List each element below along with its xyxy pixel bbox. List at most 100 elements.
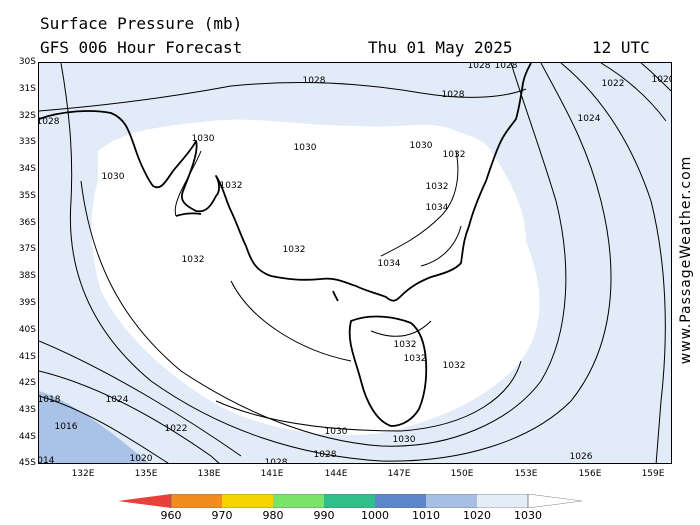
colorbar-label: 1020 xyxy=(463,509,491,522)
isobar-label: 1030 xyxy=(192,134,215,144)
isobar-label: 1016 xyxy=(55,422,78,432)
lat-label: 30S xyxy=(18,57,36,67)
lat-label: 37S xyxy=(18,244,36,254)
isobar-label: 1028 xyxy=(39,117,60,127)
colorbar-label: 1000 xyxy=(361,509,389,522)
lon-label: 153E xyxy=(514,469,538,479)
isobar-label: 1018 xyxy=(39,395,61,405)
lat-label: 32S xyxy=(18,111,36,121)
colorbar-label: 990 xyxy=(313,509,335,522)
isobar-1034 xyxy=(380,150,459,257)
isobar-label: 1020 xyxy=(652,75,672,85)
isobar-1030-sa xyxy=(174,150,202,217)
isobar-1028-north xyxy=(39,81,527,112)
lat-label: 44S xyxy=(18,432,36,442)
kangaroo-island xyxy=(175,212,202,217)
isobar-1034-inner xyxy=(420,225,462,267)
isobar-1020-sw xyxy=(39,395,169,463)
isobar-label: 1030 xyxy=(294,143,317,153)
isobar-1026 xyxy=(60,63,612,462)
isobar-label: 1028 xyxy=(303,76,326,86)
lat-label: 42S xyxy=(18,378,36,388)
lon-label: 144E xyxy=(324,469,348,479)
lat-label: 41S xyxy=(18,352,36,362)
isobar-1030-south xyxy=(215,360,522,432)
isobar-label: 1032 xyxy=(220,181,243,191)
isobar-label: 1032 xyxy=(443,361,466,371)
lon-label: 150E xyxy=(450,469,474,479)
lat-label: 31S xyxy=(18,84,36,94)
lon-label: 135E xyxy=(134,469,158,479)
colorbar-swatch xyxy=(324,494,375,508)
isobar-label: 1032 xyxy=(394,340,417,350)
lon-label: 147E xyxy=(387,469,411,479)
mainland-coast xyxy=(39,63,532,302)
isobar-1032-west xyxy=(230,280,352,362)
lat-label: 36S xyxy=(18,218,36,228)
isobar-label: 1028 xyxy=(314,450,337,460)
isobar-label: 1030 xyxy=(410,141,433,151)
isobar-label: 1026 xyxy=(570,452,593,462)
isobar-label: 1030 xyxy=(325,427,348,437)
isobar-label: 1020 xyxy=(130,454,153,464)
isobar-label: 1028 xyxy=(495,63,518,71)
colorbar-swatch xyxy=(222,494,273,508)
pressure-map: 1028 1028 1028 1028 1028 1020 1022 1024 … xyxy=(38,62,672,464)
pressure-colorbar xyxy=(118,494,582,508)
isobar-1032-tas xyxy=(370,320,432,337)
colorbar-label: 960 xyxy=(160,509,182,522)
forecast-time: 12 UTC xyxy=(592,38,650,57)
isobar-label: 1028 xyxy=(265,458,288,464)
lon-label: 138E xyxy=(197,469,221,479)
forecast-date: Thu 01 May 2025 xyxy=(368,38,513,57)
colorbar-swatch xyxy=(273,494,324,508)
site-credit: www.PassageWeather.com xyxy=(676,150,696,370)
colorbar-label: 1030 xyxy=(514,509,542,522)
isobar-label: 1032 xyxy=(426,182,449,192)
isobar-1024-sw xyxy=(39,340,242,457)
coastline xyxy=(39,63,532,427)
isobar-label: 1022 xyxy=(602,79,625,89)
isobar-label: 1034 xyxy=(378,259,401,269)
isobar-1022-east xyxy=(600,63,667,122)
isobar-label: 1028 xyxy=(442,90,465,100)
lat-label: 34S xyxy=(18,164,36,174)
isobar-label: 1022 xyxy=(165,424,188,434)
isobar-label: 1024 xyxy=(578,114,601,124)
lat-label: 38S xyxy=(18,271,36,281)
colorbar-label: 980 xyxy=(262,509,284,522)
isobar-1022-sw xyxy=(39,370,220,463)
lon-label: 141E xyxy=(260,469,284,479)
colorbar-arrow-left xyxy=(118,494,171,508)
isobar-1020-east xyxy=(640,63,671,92)
colorbar-swatch xyxy=(171,494,222,508)
isobar-label: 1024 xyxy=(106,395,129,405)
colorbar-label: 970 xyxy=(211,509,233,522)
isobar-1024-east xyxy=(560,63,666,463)
isobar-label: 1028 xyxy=(468,63,491,71)
lat-label: 39S xyxy=(18,298,36,308)
site-credit-text: www.PassageWeather.com xyxy=(678,155,694,365)
isobar-label: 1030 xyxy=(393,435,416,445)
fill-band-1010-1020 xyxy=(39,391,149,463)
lat-label: 35S xyxy=(18,191,36,201)
colorbar-swatch xyxy=(375,494,426,508)
lon-label: 132E xyxy=(71,469,95,479)
colorbar-swatch xyxy=(426,494,477,508)
colorbar-swatch xyxy=(477,494,528,508)
isobar-lines xyxy=(39,63,671,463)
lat-label: 33S xyxy=(18,137,36,147)
lon-label: 156E xyxy=(578,469,602,479)
isobar-label: 1014 xyxy=(39,456,55,464)
lat-label: 40S xyxy=(18,325,36,335)
king-island xyxy=(332,290,339,302)
lat-label: 43S xyxy=(18,405,36,415)
colorbar-arrow-right xyxy=(527,494,582,508)
fill-above-1030 xyxy=(91,119,540,436)
isobar-label: 1032 xyxy=(283,245,306,255)
colorbar-label: 1010 xyxy=(412,509,440,522)
isobar-label: 1034 xyxy=(426,203,449,213)
map-title: Surface Pressure (mb) xyxy=(40,14,243,33)
isobar-label: 1030 xyxy=(102,172,125,182)
isobar-label: 1032 xyxy=(182,255,205,265)
